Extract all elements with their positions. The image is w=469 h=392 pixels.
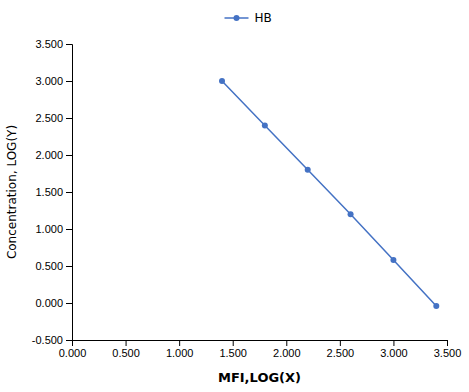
tick: 2.500 [35, 112, 72, 124]
tick-label: 2.000 [35, 149, 63, 161]
tick-label: 1.000 [35, 223, 63, 235]
chart: 0.000 0.500 1.000 1.500 2.000 2.500 3.000 3.500… [0, 0, 469, 392]
tick-label: 0.500 [112, 347, 140, 359]
legend: HB [225, 11, 272, 25]
tick-label: 3.500 [434, 347, 462, 359]
tick-label: 1.500 [35, 186, 63, 198]
y-axis-title: Concentration, LOG(Y) [5, 125, 19, 259]
tick-label: 3.500 [35, 38, 63, 50]
tick: 2.000 [35, 149, 72, 161]
tick: 3.500 [434, 340, 462, 359]
tick-mark [66, 118, 72, 119]
tick-label: 0.500 [35, 260, 63, 272]
data-layer [219, 78, 439, 309]
x-axis-title: MFI,LOG(X) [218, 370, 301, 385]
legend-item: HB [225, 11, 272, 25]
plot-area: 0.000 0.500 1.000 1.500 2.000 2.500 3.000 3.500… [32, 38, 461, 359]
tick-mark [126, 340, 127, 346]
tick-mark [66, 266, 72, 267]
tick-label: 1.000 [166, 347, 194, 359]
tick-mark [447, 340, 448, 346]
tick-mark [66, 44, 72, 45]
tick-label: -0.500 [32, 334, 63, 346]
tick-mark [179, 340, 180, 346]
tick-mark [66, 303, 72, 304]
tick: 1.000 [166, 340, 194, 359]
tick: -0.500 [32, 334, 72, 346]
point [348, 211, 354, 217]
tick-mark [66, 340, 72, 341]
tick-label: 1.500 [219, 347, 247, 359]
tick: 1.500 [35, 186, 72, 198]
tick-label: 3.000 [35, 75, 63, 87]
tick-label: 0.000 [35, 297, 63, 309]
y-axis: -0.500 0.000 0.500 1.000 1.500 2.000 2.500 3.00… [32, 38, 73, 346]
tick: 0.500 [112, 340, 140, 359]
tick: 0.000 [35, 297, 72, 309]
axis-line [73, 341, 448, 347]
point [305, 167, 311, 173]
tick-mark [66, 81, 72, 82]
point [262, 122, 268, 128]
tick: 2.000 [273, 340, 301, 359]
line [222, 81, 436, 306]
tick-mark [66, 192, 72, 193]
tick-label: 2.000 [273, 347, 301, 359]
tick-mark [66, 229, 72, 230]
tick-mark [340, 340, 341, 346]
tick: 2.500 [327, 340, 355, 359]
tick-mark [286, 340, 287, 346]
tick-label: 3.000 [380, 347, 408, 359]
tick: 3.500 [35, 38, 72, 50]
point [219, 78, 225, 84]
tick: 0.500 [35, 260, 72, 272]
legend-label: HB [255, 11, 272, 25]
tick: 1.500 [219, 340, 247, 359]
axis-line [66, 45, 73, 341]
tick: 1.000 [35, 223, 72, 235]
point [390, 257, 396, 263]
tick-mark [66, 155, 72, 156]
tick: 3.000 [380, 340, 408, 359]
x-axis: 0.000 0.500 1.000 1.500 2.000 2.500 3.000 3.500 [59, 340, 462, 359]
tick-mark [393, 340, 394, 346]
tick: 3.000 [35, 75, 72, 87]
tick-label: 0.000 [59, 347, 87, 359]
legend-marker [234, 15, 240, 21]
tick-mark [233, 340, 234, 346]
tick-label: 2.500 [327, 347, 355, 359]
tick-label: 2.500 [35, 112, 63, 124]
point [433, 303, 439, 309]
